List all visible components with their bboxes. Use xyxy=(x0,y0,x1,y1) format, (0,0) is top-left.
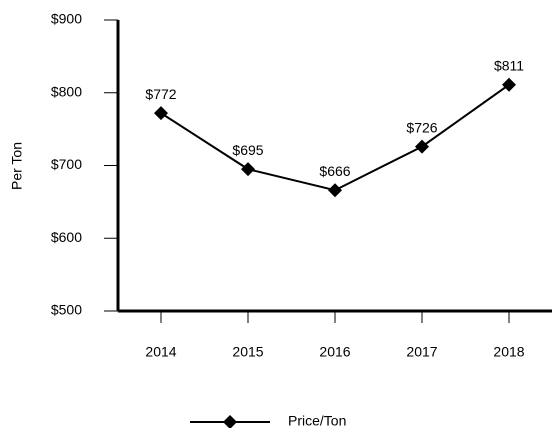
x-tick-label: 2017 xyxy=(406,344,437,360)
legend-label: Price/Ton xyxy=(288,413,346,428)
legend-marker xyxy=(223,415,237,428)
data-label: $666 xyxy=(319,163,350,179)
data-label: $695 xyxy=(232,142,263,158)
x-tick-label: 2018 xyxy=(493,344,524,360)
data-label: $726 xyxy=(406,119,437,135)
x-tick-label: 2015 xyxy=(232,344,263,360)
x-tick-label: 2016 xyxy=(319,344,350,360)
y-tick-label: $700 xyxy=(51,156,82,172)
y-tick-label: $600 xyxy=(51,229,82,245)
point xyxy=(154,106,168,121)
y-tick-label: $800 xyxy=(51,83,82,99)
y-tick-label: $900 xyxy=(51,11,82,27)
point xyxy=(502,77,516,92)
y-tick-label: $500 xyxy=(51,302,82,318)
point xyxy=(328,183,342,198)
data-label: $811 xyxy=(494,57,524,73)
y-axis-label: Per Ton xyxy=(9,142,25,190)
point xyxy=(241,162,255,177)
data-label: $772 xyxy=(145,86,176,102)
x-tick-label: 2014 xyxy=(145,344,176,360)
point xyxy=(415,139,429,154)
